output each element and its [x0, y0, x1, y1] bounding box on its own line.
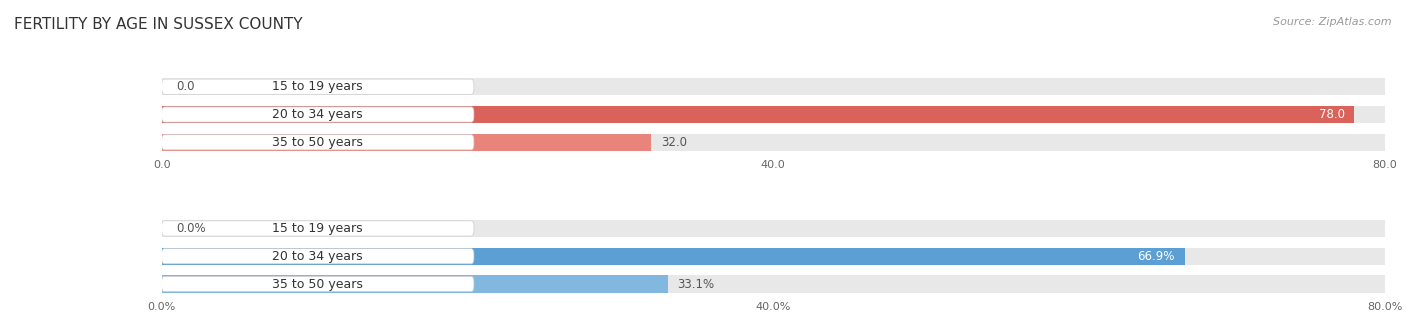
Text: 35 to 50 years: 35 to 50 years [273, 277, 363, 291]
Text: 0.0: 0.0 [176, 80, 195, 93]
Text: 15 to 19 years: 15 to 19 years [273, 80, 363, 93]
Text: 33.1%: 33.1% [678, 277, 714, 291]
Text: 32.0: 32.0 [661, 136, 686, 149]
Text: 0.0%: 0.0% [176, 222, 207, 235]
Bar [162, 106, 1385, 123]
Bar [162, 248, 1185, 265]
FancyBboxPatch shape [162, 221, 474, 236]
Bar [162, 134, 1385, 151]
Text: 20 to 34 years: 20 to 34 years [273, 250, 363, 263]
Text: FERTILITY BY AGE IN SUSSEX COUNTY: FERTILITY BY AGE IN SUSSEX COUNTY [14, 17, 302, 31]
Text: 66.9%: 66.9% [1137, 250, 1175, 263]
FancyBboxPatch shape [162, 276, 474, 292]
Bar [162, 248, 1385, 265]
Text: 35 to 50 years: 35 to 50 years [273, 136, 363, 149]
Bar [162, 275, 1385, 293]
Bar [162, 275, 668, 293]
Bar [162, 134, 651, 151]
Bar [162, 106, 1354, 123]
Bar [162, 220, 1385, 237]
Bar [162, 78, 1385, 95]
FancyBboxPatch shape [162, 107, 474, 122]
FancyBboxPatch shape [162, 249, 474, 264]
Text: 78.0: 78.0 [1319, 108, 1344, 121]
FancyBboxPatch shape [162, 135, 474, 150]
Text: 15 to 19 years: 15 to 19 years [273, 222, 363, 235]
FancyBboxPatch shape [162, 79, 474, 94]
Text: 20 to 34 years: 20 to 34 years [273, 108, 363, 121]
Text: Source: ZipAtlas.com: Source: ZipAtlas.com [1274, 17, 1392, 26]
